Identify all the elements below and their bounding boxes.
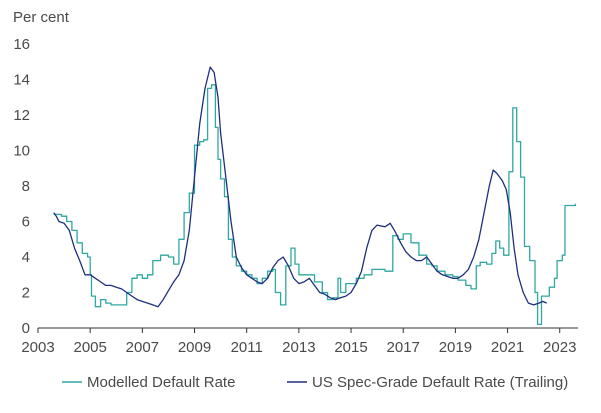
y-tick-label: 14 — [13, 72, 30, 89]
legend-label: Modelled Default Rate — [87, 374, 235, 391]
x-tick-label: 2013 — [282, 339, 315, 356]
x-tick-label: 2007 — [126, 339, 159, 356]
series-lines — [53, 66, 577, 326]
x-tick-label: 2019 — [439, 339, 472, 356]
y-tick-label: 0 — [22, 320, 30, 337]
x-tick-label: 2017 — [387, 339, 420, 356]
x-tick-label: 2009 — [178, 339, 211, 356]
y-tick-label: 4 — [22, 249, 30, 266]
x-tick-label: 2003 — [21, 339, 54, 356]
x-tick-label: 2021 — [491, 339, 524, 356]
legend-label: US Spec-Grade Default Rate (Trailing) — [312, 374, 568, 391]
x-tick-label: 2011 — [231, 339, 263, 356]
series-line-us-spec-grade-default-rate — [53, 66, 547, 308]
series-line-modelled-default-rate — [53, 84, 577, 326]
y-tick-labels: 0 2 4 6 8 10 12 14 16 — [13, 36, 30, 337]
y-tick-label: 6 — [22, 214, 30, 231]
y-tick-label: 8 — [22, 178, 30, 195]
y-tick-label: 2 — [22, 285, 30, 302]
x-tick-label: 2015 — [334, 339, 367, 356]
y-tick-label: 12 — [13, 107, 30, 124]
legend: Modelled Default Rate US Spec-Grade Defau… — [62, 374, 568, 391]
x-tick-label: 2023 — [543, 339, 576, 356]
y-tick-label: 16 — [13, 36, 30, 53]
x-tick-labels: 2003 2005 2007 2009 2011 2013 2015 2017 2019 2021… — [21, 328, 576, 356]
x-tick-label: 2005 — [73, 339, 106, 356]
y-axis-label: Per cent — [13, 9, 70, 26]
y-tick-label: 10 — [13, 143, 30, 160]
